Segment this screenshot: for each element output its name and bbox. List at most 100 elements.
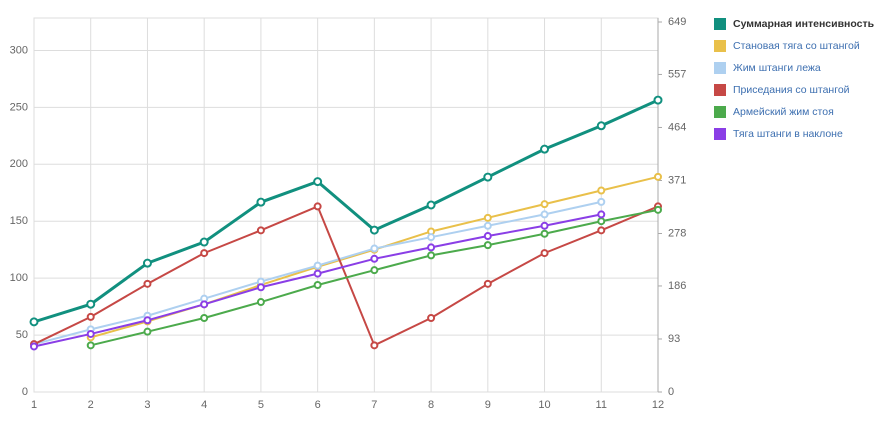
point [86,299,96,309]
point [256,226,265,235]
point [597,226,606,235]
point [86,341,95,350]
point [540,229,549,238]
legend-swatch [714,128,726,140]
legend-label: Суммарная интенсивность [733,18,875,30]
point [200,249,209,258]
point [426,200,436,210]
point [256,283,265,292]
point [483,232,492,241]
x-tick-label: 2 [88,399,94,411]
point [370,254,379,263]
point [540,221,549,230]
y2-tick-label: 0 [668,386,674,398]
legend-item[interactable]: Становая тяга со штангой [714,40,860,52]
point [86,312,95,321]
legend-label: Жим штанги лежа [733,62,821,74]
legend-item[interactable]: Армейский жим стоя [714,106,834,118]
y2-tick-label: 649 [668,16,686,28]
x-tick-label: 10 [538,399,550,411]
x-tick-label: 8 [428,399,434,411]
point [256,298,265,307]
point [143,327,152,336]
point [483,172,493,182]
x-tick-label: 4 [201,399,207,411]
point [256,197,266,207]
point [540,249,549,258]
legend-swatch [714,106,726,118]
x-tick-label: 11 [596,399,607,411]
y2-tick-label: 464 [668,121,686,133]
legend-swatch [714,18,726,30]
y-tick-label: 200 [10,158,28,170]
legend-swatch [714,62,726,74]
point [654,172,662,181]
point [200,300,209,309]
point [597,186,606,195]
y2-tick-label: 278 [668,227,686,239]
x-tick-label: 9 [485,399,491,411]
point [483,221,492,230]
point [597,210,606,219]
point [483,241,492,250]
y2-tick-label: 186 [668,280,686,292]
point [427,243,436,252]
legend-label: Тяга штанги в наклоне [733,128,843,140]
legend-label: Армейский жим стоя [733,106,834,118]
legend-label: Становая тяга со штангой [733,40,860,52]
legend-label: Приседания со штангой [733,84,850,96]
point [597,197,606,206]
point [313,202,322,211]
point [29,317,39,327]
legend-item[interactable]: Жим штанги лежа [714,62,821,74]
legend-item[interactable]: Приседания со штангой [714,84,850,96]
point [596,121,606,131]
point [200,314,209,322]
y-tick-label: 50 [16,329,28,341]
y-tick-label: 100 [10,272,28,284]
y2-tick-label: 93 [668,333,680,345]
point [369,225,379,235]
point [142,258,152,268]
point [427,251,436,260]
point [653,95,663,105]
point [540,200,549,209]
point [483,279,492,288]
y-tick-label: 300 [10,44,28,56]
point [313,269,322,278]
y2-tick-label: 371 [668,174,686,186]
point [540,144,550,154]
point [597,217,606,226]
x-tick-label: 7 [371,399,377,411]
point [313,280,322,289]
point [143,316,152,325]
point [427,233,436,242]
point [483,213,492,222]
x-tick-label: 5 [258,399,264,411]
legend-swatch [714,84,726,96]
legend-item[interactable]: Тяга штанги в наклоне [714,128,843,140]
y2-tick-label: 557 [668,68,686,80]
point [30,342,38,351]
x-tick-label: 6 [315,399,321,411]
point [86,329,95,338]
point [313,177,323,187]
legend-item[interactable]: Суммарная интенсивность [714,18,875,30]
series-line [33,205,659,347]
y-tick-label: 150 [10,215,28,227]
y-tick-label: 250 [10,101,28,113]
point [540,210,549,219]
x-tick-label: 3 [144,399,150,411]
point [143,279,152,288]
point [199,237,209,247]
point [427,314,436,322]
point [313,261,322,270]
series-line [33,98,659,324]
y-tick-label: 0 [22,386,28,398]
legend-swatch [714,40,726,52]
point [370,341,379,350]
point [370,244,379,253]
x-tick-label: 1 [31,399,37,411]
point [370,266,379,275]
